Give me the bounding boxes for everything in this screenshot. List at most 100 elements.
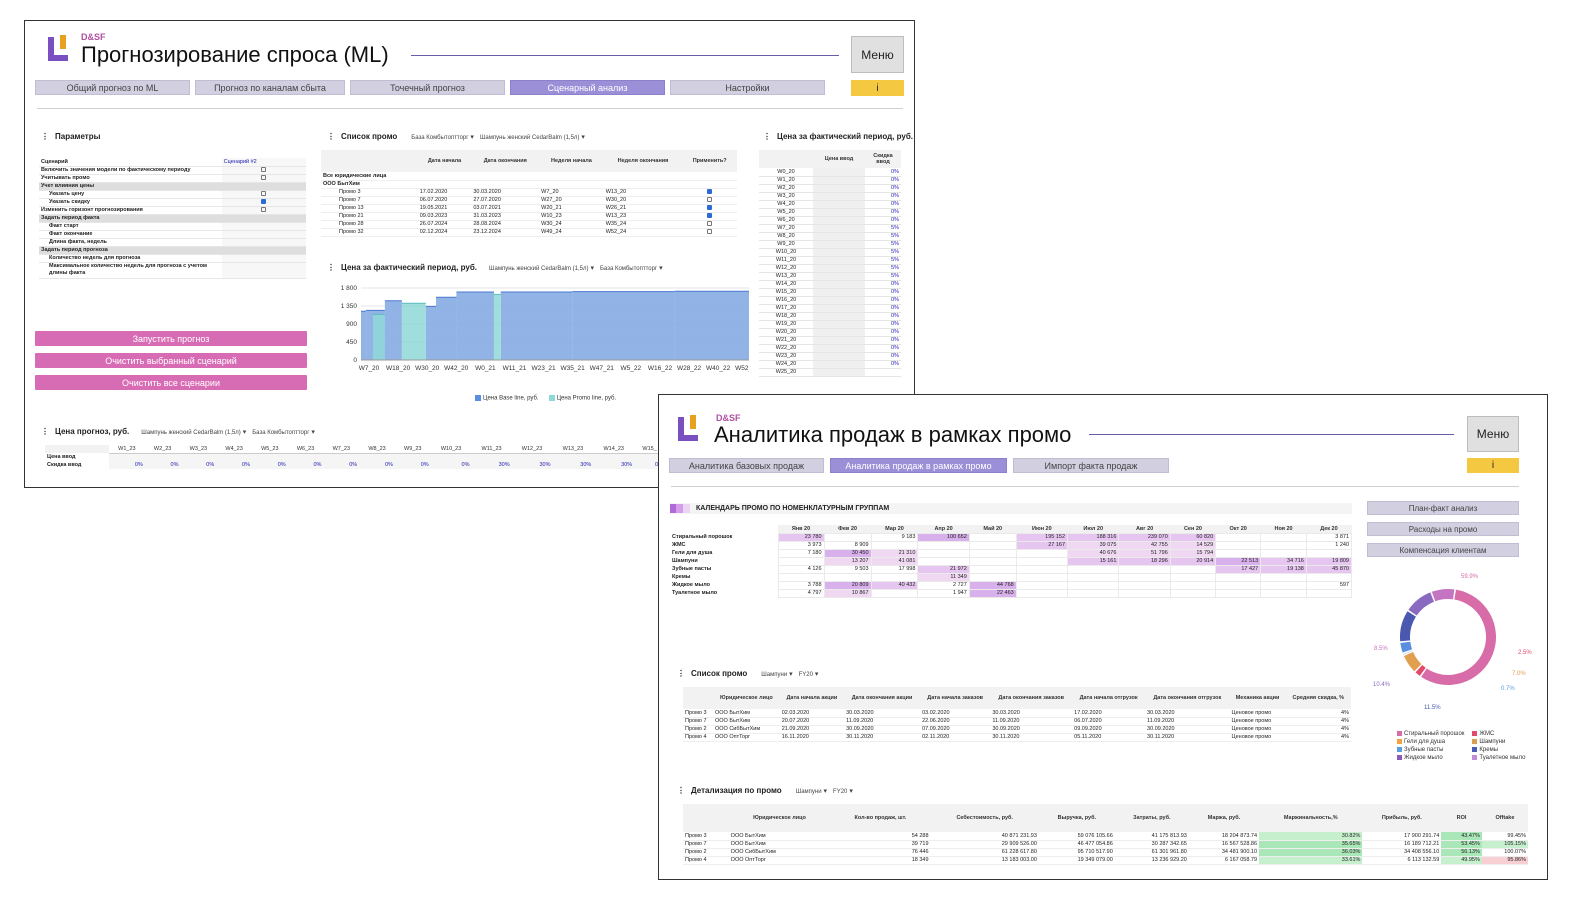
discount-input-cell[interactable]: 0% [865, 192, 901, 201]
price-input-cell[interactable] [813, 280, 865, 289]
apply-cell[interactable] [682, 212, 737, 221]
forecast-price-input[interactable] [394, 453, 431, 461]
price-input-cell[interactable] [813, 360, 865, 369]
chart-product-dropdown[interactable]: Шампунь женский CedarBalm (1,5л) [489, 264, 594, 272]
discount-input-cell[interactable]: 0% [865, 200, 901, 209]
discount-input-cell[interactable]: 0% [865, 296, 901, 305]
param-value[interactable] [221, 254, 306, 263]
price-input-cell[interactable] [813, 336, 865, 345]
discount-input-cell[interactable]: 0% [865, 184, 901, 193]
forecast-price-input[interactable] [287, 453, 324, 461]
run-forecast-button[interactable]: Запустить прогноз [35, 331, 307, 346]
param-value[interactable] [221, 238, 306, 247]
param-value[interactable]: Сценарий #2 [221, 158, 306, 167]
forecast-discount-input[interactable]: 0% [359, 461, 395, 469]
price-input-cell[interactable] [813, 176, 865, 185]
forecast-price-input[interactable] [634, 453, 665, 461]
forecast-price-input[interactable] [430, 453, 472, 461]
param-value[interactable] [221, 262, 306, 279]
info-button[interactable]: i [1467, 458, 1519, 473]
chart-base-dropdown[interactable]: База Комбытоптторг [600, 264, 663, 272]
checkbox[interactable] [261, 190, 267, 196]
price-input-cell[interactable] [813, 240, 865, 249]
checkbox[interactable] [261, 166, 267, 172]
tab-base-sales-analytics[interactable]: Аналитика базовых продаж [669, 458, 824, 473]
menu-button[interactable]: Меню [1467, 416, 1519, 452]
discount-input-cell[interactable]: 0% [865, 280, 901, 289]
tab-promo-sales-analytics[interactable]: Аналитика продаж в рамках промо [830, 458, 1007, 473]
discount-input-cell[interactable]: 0% [865, 176, 901, 185]
apply-cell[interactable] [682, 196, 737, 205]
param-value[interactable] [221, 190, 306, 199]
forecast-price-input[interactable] [144, 453, 181, 461]
forecast-discount-input[interactable]: 30% [471, 461, 512, 469]
price-input-cell[interactable] [813, 328, 865, 337]
discount-input-cell[interactable]: 5% [865, 240, 901, 249]
param-value[interactable] [221, 166, 306, 175]
forecast-discount-input[interactable]: 0% [180, 461, 217, 469]
discount-input-cell[interactable]: 5% [865, 256, 901, 265]
forecast-discount-input[interactable]: 0% [287, 461, 324, 469]
param-value[interactable] [221, 222, 306, 231]
apply-checkbox[interactable] [707, 204, 713, 210]
info-button[interactable]: i [851, 80, 904, 96]
param-value[interactable] [221, 206, 306, 215]
forecast-discount-input[interactable]: 30% [552, 461, 594, 469]
forecast-price-input[interactable] [251, 453, 288, 461]
forecast-price-input[interactable] [216, 453, 252, 461]
forecast-price-input[interactable] [323, 453, 360, 461]
discount-input-cell[interactable]: 0% [865, 168, 901, 177]
tab-general-forecast[interactable]: Общий прогноз по ML [35, 80, 190, 95]
price-input-cell[interactable] [813, 256, 865, 265]
forecast-price-input[interactable] [593, 453, 635, 461]
clear-all-scenarios-button[interactable]: Очистить все сценарии [35, 375, 307, 390]
discount-input-cell[interactable]: 0% [865, 352, 901, 361]
discount-input-cell[interactable]: 5% [865, 224, 901, 233]
discount-input-cell[interactable]: 0% [865, 320, 901, 329]
discount-input-cell[interactable]: 5% [865, 248, 901, 257]
apply-cell[interactable] [682, 220, 737, 229]
price-input-cell[interactable] [813, 368, 865, 377]
price-input-cell[interactable] [813, 312, 865, 321]
discount-input-cell[interactable]: 0% [865, 304, 901, 313]
price-input-cell[interactable] [813, 168, 865, 177]
apply-cell[interactable] [682, 188, 737, 197]
detail-fiscal-year-dropdown[interactable]: FY20 [833, 787, 853, 795]
forecast-price-input[interactable] [109, 453, 145, 461]
price-input-cell[interactable] [813, 208, 865, 217]
discount-input-cell[interactable]: 0% [865, 288, 901, 297]
checkbox[interactable] [261, 174, 267, 180]
promo-expenses-button[interactable]: Расходы на промо [1367, 522, 1519, 536]
forecast-base-dropdown[interactable]: База Комбытоптторг [252, 428, 315, 436]
legal-entity-dropdown[interactable]: База Комбытоптторг [411, 133, 474, 141]
forecast-price-input[interactable] [471, 453, 512, 461]
apply-checkbox[interactable] [707, 188, 713, 194]
tab-channel-forecast[interactable]: Прогноз по каналам сбыта [195, 80, 345, 95]
param-value[interactable] [221, 230, 306, 239]
apply-cell[interactable] [682, 228, 737, 237]
forecast-discount-input[interactable]: 0% [109, 461, 145, 469]
discount-input-cell[interactable] [865, 368, 901, 377]
price-input-cell[interactable] [813, 272, 865, 281]
product-dropdown[interactable]: Шампунь женский CedarBalm (1,5л) [480, 133, 585, 141]
price-input-cell[interactable] [813, 216, 865, 225]
apply-checkbox[interactable] [707, 228, 713, 234]
tab-sales-import[interactable]: Импорт факта продаж [1013, 458, 1169, 473]
forecast-discount-input[interactable]: 0% [430, 461, 472, 469]
discount-input-cell[interactable]: 0% [865, 360, 901, 369]
price-input-cell[interactable] [813, 320, 865, 329]
forecast-discount-input[interactable]: 30% [511, 461, 553, 469]
forecast-price-input[interactable] [552, 453, 594, 461]
tab-settings[interactable]: Настройки [670, 80, 825, 95]
checkbox[interactable] [261, 198, 267, 204]
discount-input-cell[interactable]: 5% [865, 232, 901, 241]
forecast-discount-input[interactable]: 0% [323, 461, 360, 469]
price-input-cell[interactable] [813, 200, 865, 209]
apply-cell[interactable] [682, 204, 737, 213]
param-value[interactable] [221, 174, 306, 183]
forecast-discount-input[interactable]: 0% [144, 461, 181, 469]
tab-scenario-analysis[interactable]: Сценарный анализ [510, 80, 665, 95]
discount-input-cell[interactable]: 5% [865, 264, 901, 273]
discount-input-cell[interactable]: 0% [865, 328, 901, 337]
apply-checkbox[interactable] [707, 196, 713, 202]
